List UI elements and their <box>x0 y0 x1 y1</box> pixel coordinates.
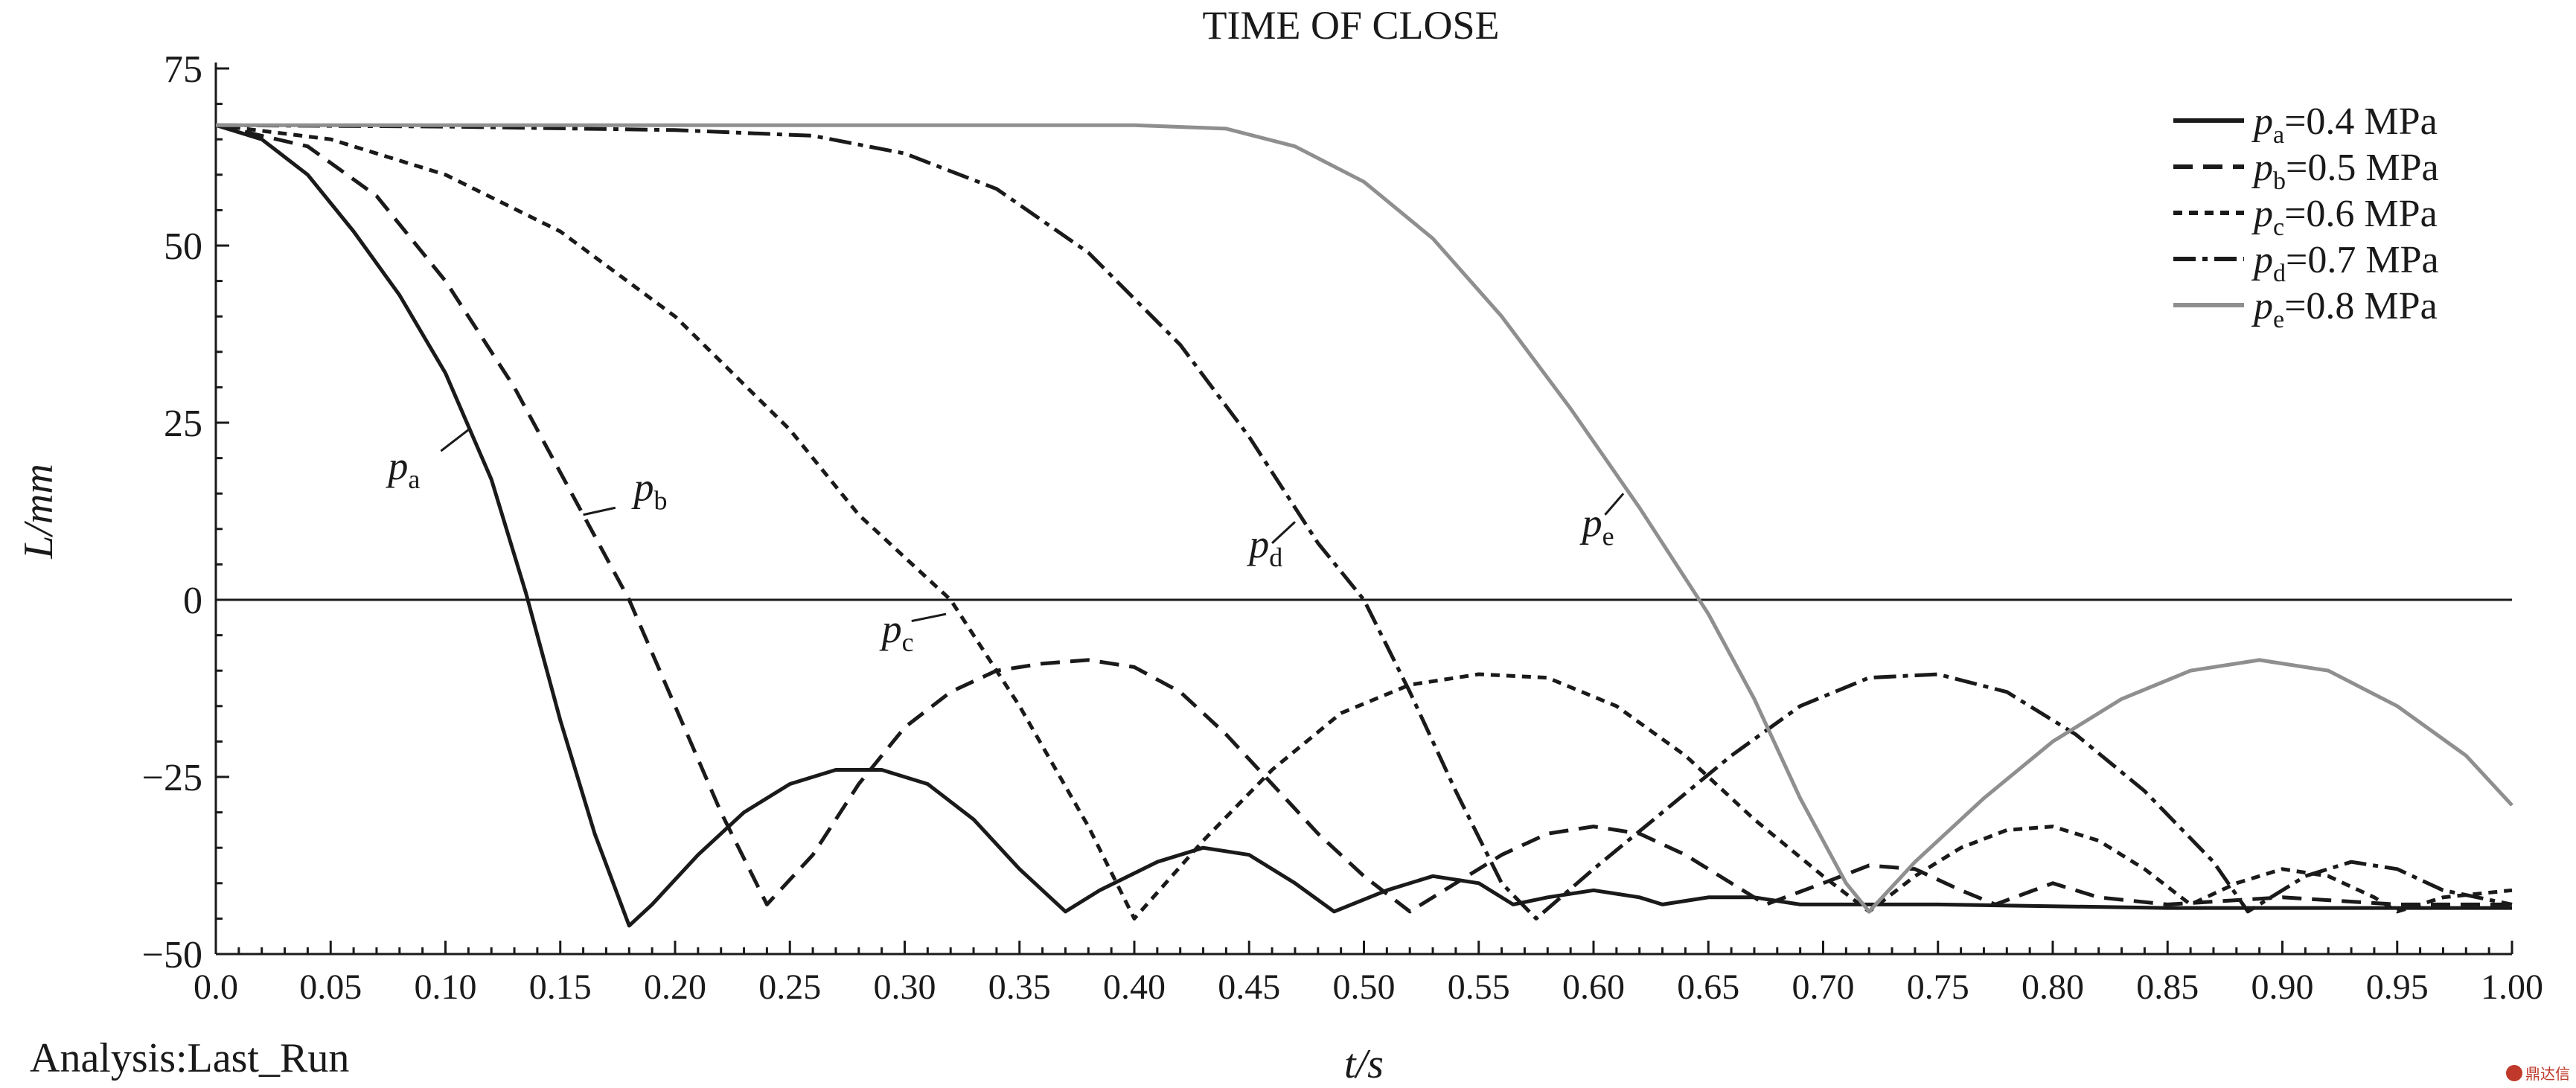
x-tick-label: 0.55 <box>1448 967 1510 1007</box>
x-tick-label: 0.60 <box>1562 967 1625 1007</box>
chart-title: TIME OF CLOSE <box>1202 3 1499 48</box>
analysis-label: Analysis:Last_Run <box>30 1035 349 1081</box>
legend-label-a: pa=0.4 MPa <box>2251 100 2438 149</box>
x-axis-label: t/s <box>1344 1041 1384 1087</box>
x-tick-label: 0.50 <box>1333 967 1396 1007</box>
series-line-a <box>215 123 2512 928</box>
annotation-leader-b <box>583 506 616 516</box>
x-tick-label: 1.00 <box>2481 967 2543 1007</box>
annotation-leader-d <box>1271 521 1296 544</box>
x-tick-label: 0.10 <box>415 967 477 1007</box>
x-tick-label: 0.40 <box>1103 967 1166 1007</box>
y-axis-label: L/mm <box>16 464 62 560</box>
watermark: 鼎达信 <box>2506 1062 2570 1084</box>
y-tick-label: −25 <box>142 757 202 799</box>
series-line-c <box>215 123 2513 921</box>
annotation-c: pc <box>879 607 914 657</box>
x-tick-label: 0.95 <box>2366 967 2429 1007</box>
x-tick-label: 0.65 <box>1677 967 1739 1007</box>
x-tick-label: 0.30 <box>874 967 936 1007</box>
x-tick-label: 0.90 <box>2251 967 2314 1007</box>
x-tick-label: 0.45 <box>1218 967 1280 1007</box>
x-tick-label: 0.20 <box>644 967 706 1007</box>
annotation-e: pe <box>1579 500 1614 551</box>
curve-annotations: pa pb pc pd pe <box>385 429 1625 657</box>
series-line-b <box>215 123 2512 914</box>
y-tick-label: 0 <box>183 580 202 622</box>
y-tick-label: 75 <box>164 48 202 91</box>
series-line-d <box>215 123 2513 921</box>
annotation-b: pb <box>630 465 667 516</box>
x-tick-label: 0.25 <box>758 967 821 1007</box>
legend-label-b: pb=0.5 MPa <box>2251 147 2439 195</box>
legend-label-c: pc=0.6 MPa <box>2251 193 2438 241</box>
x-tick-label: 0.85 <box>2136 967 2199 1007</box>
y-tick-label: −50 <box>142 934 202 976</box>
annotation-leader-a <box>440 429 470 452</box>
series-line-e <box>216 123 2513 914</box>
x-tick-label: 0.35 <box>988 967 1051 1007</box>
x-tick-label: 0.0 <box>194 967 238 1007</box>
legend-label-e: pe=0.8 MPa <box>2251 285 2438 333</box>
logo-icon <box>2506 1064 2522 1081</box>
series-group <box>215 123 2513 928</box>
annotation-d: pd <box>1246 522 1282 572</box>
annotation-leader-c <box>911 612 947 623</box>
watermark-text: 鼎达信 <box>2525 1065 2570 1083</box>
axes: 75 50 25 0 −25 −500.0 0.05 0.10 0.15 0.20 0.25 0.30… <box>142 48 2543 1007</box>
y-tick-label: 25 <box>164 403 202 445</box>
x-tick-label: 0.05 <box>299 967 362 1007</box>
x-tick-label: 0.70 <box>1792 967 1855 1007</box>
x-tick-label: 0.15 <box>529 967 592 1007</box>
y-tick-label: 50 <box>164 225 202 268</box>
annotation-leader-e <box>1604 493 1625 516</box>
annotation-a: pa <box>385 444 420 494</box>
x-tick-label: 0.80 <box>2022 967 2084 1007</box>
x-tick-label: 0.75 <box>1907 967 1969 1007</box>
legend-label-d: pd=0.7 MPa <box>2251 239 2439 287</box>
